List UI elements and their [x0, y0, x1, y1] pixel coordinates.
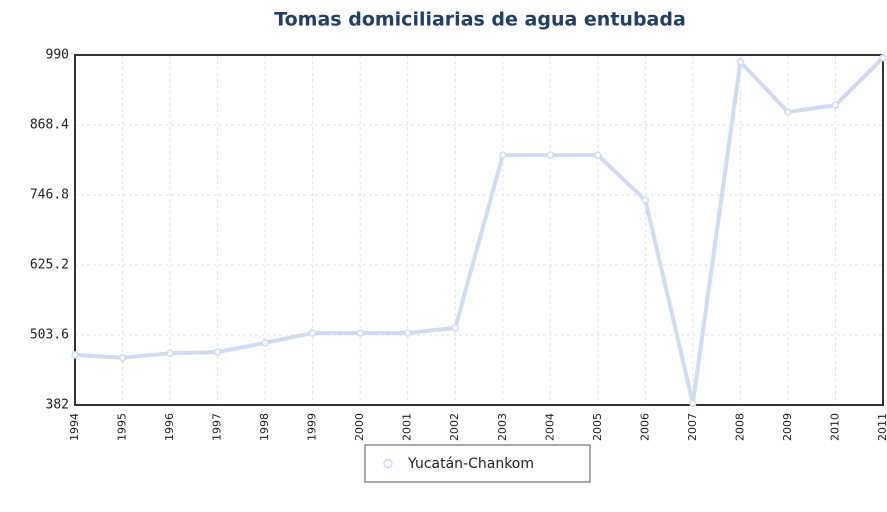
x-tick-label: 2000	[353, 413, 366, 441]
legend-box	[364, 444, 591, 483]
x-tick-label: 2003	[496, 413, 509, 441]
x-tick-label: 2008	[733, 413, 746, 441]
legend-marker	[383, 458, 393, 469]
x-tick-label: 2001	[401, 413, 414, 441]
series-line	[74, 56, 885, 404]
y-tick-label: 503.6	[30, 328, 69, 343]
point-marker	[261, 339, 269, 347]
point-marker	[308, 329, 317, 337]
point-marker	[213, 348, 222, 356]
x-tick-label: 2002	[448, 413, 461, 441]
plot-border	[74, 54, 884, 406]
x-tick-label: 1997	[211, 413, 224, 441]
point-marker	[736, 58, 745, 66]
point-marker	[689, 399, 697, 408]
y-tick-label: 990	[46, 48, 69, 63]
point-marker	[166, 349, 174, 357]
x-tick-label: 2009	[781, 413, 794, 441]
x-tick-label: 1996	[163, 413, 176, 441]
point-marker	[118, 354, 127, 362]
point-marker	[784, 108, 792, 116]
y-tick-label: 625.2	[30, 258, 69, 273]
chart-title: Tomas domiciliarias de agua entubada	[274, 9, 686, 31]
x-tick-label: 1999	[306, 413, 319, 441]
point-marker	[546, 151, 555, 159]
y-tick-label: 746.8	[30, 188, 69, 203]
point-marker	[831, 101, 840, 109]
point-marker	[403, 329, 412, 337]
point-marker	[879, 54, 887, 62]
point-marker	[71, 351, 79, 359]
y-tick-label: 868.4	[30, 118, 69, 133]
x-tick-label: 2006	[638, 413, 651, 441]
point-marker	[641, 196, 650, 204]
point-marker	[356, 329, 364, 337]
x-tick-label: 2005	[591, 413, 604, 441]
x-tick-label: 2011	[876, 413, 887, 441]
x-tick-label: 1994	[68, 413, 81, 441]
point-marker	[451, 324, 459, 332]
x-tick-label: 2007	[686, 413, 699, 441]
x-tick-label: 1998	[258, 413, 271, 441]
y-tick-label: 382	[46, 398, 69, 413]
point-marker	[499, 151, 507, 159]
point-marker	[594, 151, 602, 159]
x-tick-label: 2004	[543, 413, 556, 441]
legend-label: Yucatán-Chankom	[407, 456, 534, 472]
x-tick-label: 1995	[116, 413, 129, 441]
x-tick-label: 2010	[828, 413, 841, 441]
